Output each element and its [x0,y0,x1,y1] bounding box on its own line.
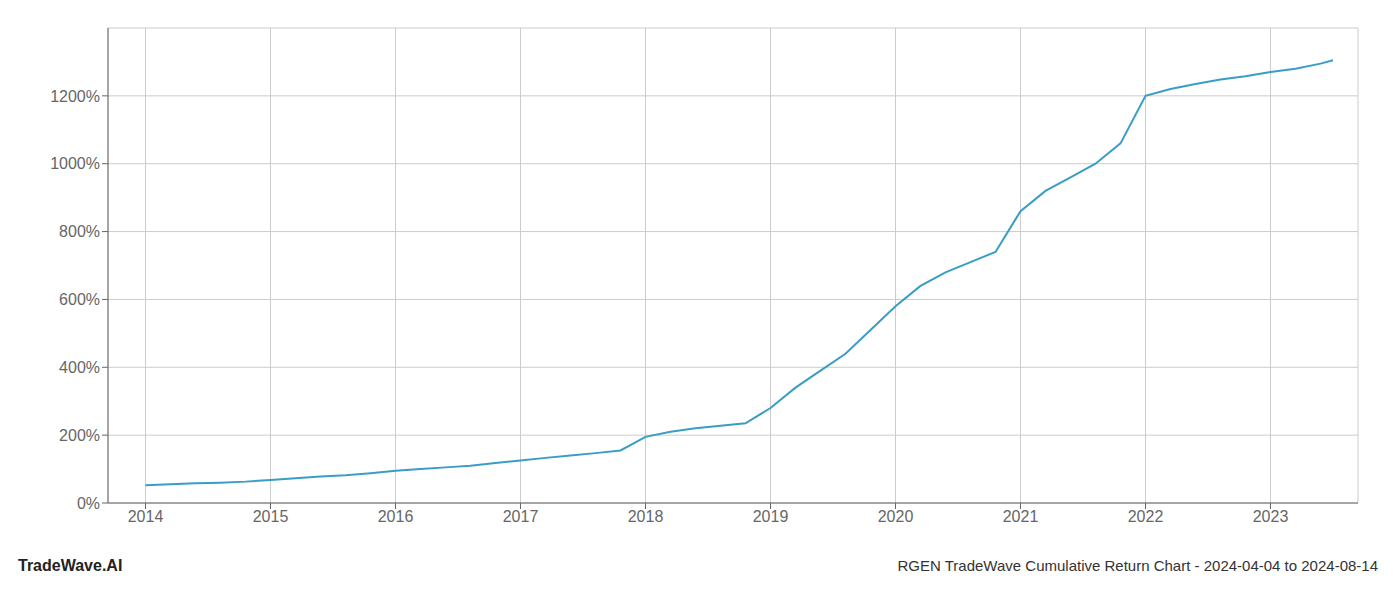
html-text:TradeWave.AI: TradeWave.AI [18,557,123,574]
svg-text:2020: 2020 [878,508,914,525]
svg-text:1200%: 1200% [50,88,100,105]
svg-text:200%: 200% [59,427,100,444]
svg-text:2014: 2014 [128,508,164,525]
svg-text:2015: 2015 [253,508,289,525]
svg-text:600%: 600% [59,291,100,308]
svg-text:400%: 400% [59,359,100,376]
svg-text:2017: 2017 [503,508,539,525]
svg-text:800%: 800% [59,223,100,240]
svg-text:2016: 2016 [378,508,414,525]
svg-text:1000%: 1000% [50,155,100,172]
svg-text:2023: 2023 [1253,508,1289,525]
svg-text:2022: 2022 [1128,508,1164,525]
svg-text:2019: 2019 [753,508,789,525]
svg-text:0%: 0% [77,495,100,512]
svg-text:2021: 2021 [1003,508,1039,525]
svg-text:2018: 2018 [628,508,664,525]
html-text:RGEN TradeWave Cumulative Retu: RGEN TradeWave Cumulative Return Chart -… [897,557,1378,574]
